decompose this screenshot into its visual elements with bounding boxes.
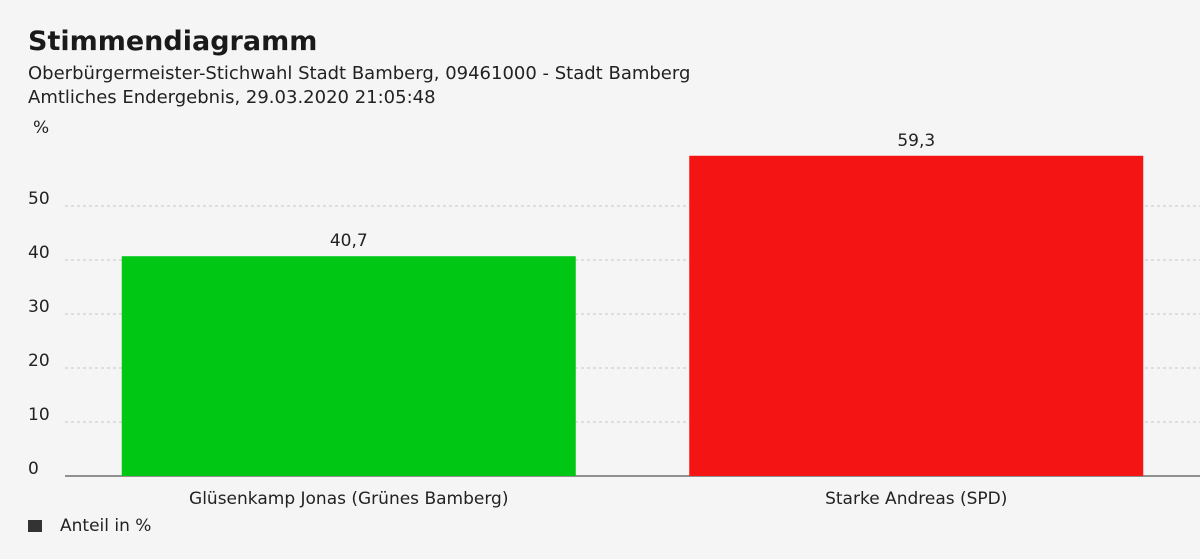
bar [121,256,576,476]
data-label: 40,7 [330,231,368,251]
chart-title: Stimmendiagramm [28,26,318,57]
legend-swatch [28,520,42,532]
legend-label: Anteil in % [60,516,152,536]
x-tick-label: Glüsenkamp Jonas (Grünes Bamberg) [189,489,508,509]
y-tick-label: 10 [28,405,50,425]
bars [121,155,1144,476]
y-tick-label: 0 [28,459,39,479]
y-tick-label: 30 [28,297,50,317]
x-tick-label: Starke Andreas (SPD) [825,489,1007,509]
y-tick-label: 50 [28,189,50,209]
y-tick-label: 20 [28,351,50,371]
bar [689,155,1144,476]
legend: Anteil in % [28,516,151,536]
result-status: Amtliches Endergebnis, 29.03.2020 21:05:… [28,87,436,108]
data-label: 59,3 [897,131,935,151]
y-axis-label: % [33,118,49,138]
y-tick-label: 40 [28,243,50,263]
labels: % 0 10 20 30 40 50 40,7 Glüsenkamp Jonas (Grünes… [28,118,1007,509]
chart-subtitle: Oberbürgermeister-Stichwahl Stadt Bamber… [28,63,691,84]
